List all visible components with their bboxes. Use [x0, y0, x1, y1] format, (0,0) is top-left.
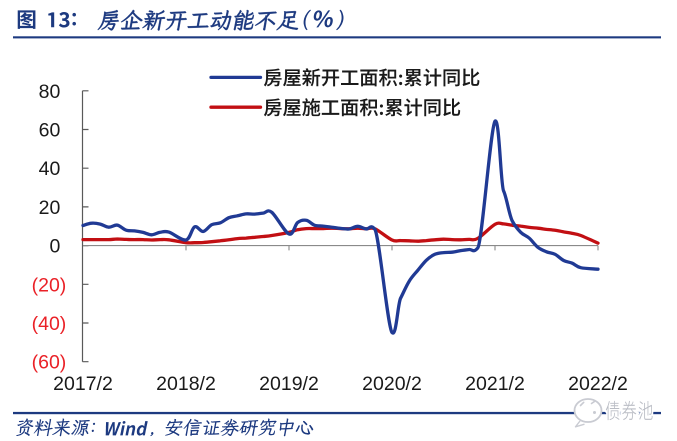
svg-text:2018/2: 2018/2	[156, 373, 216, 395]
svg-text:60: 60	[39, 120, 61, 142]
svg-text:20: 20	[39, 197, 61, 219]
svg-text:(60): (60)	[32, 352, 67, 374]
svg-text:0: 0	[49, 236, 60, 258]
svg-text:(20): (20)	[32, 274, 67, 296]
svg-text:80: 80	[39, 81, 61, 103]
svg-text:2017/2: 2017/2	[53, 373, 113, 395]
svg-text:(40): (40)	[32, 313, 67, 335]
svg-text:2020/2: 2020/2	[362, 373, 422, 395]
svg-text:40: 40	[39, 158, 61, 180]
svg-text:2022/2: 2022/2	[568, 373, 628, 395]
svg-text:2021/2: 2021/2	[465, 373, 525, 395]
svg-text:2019/2: 2019/2	[259, 373, 319, 395]
